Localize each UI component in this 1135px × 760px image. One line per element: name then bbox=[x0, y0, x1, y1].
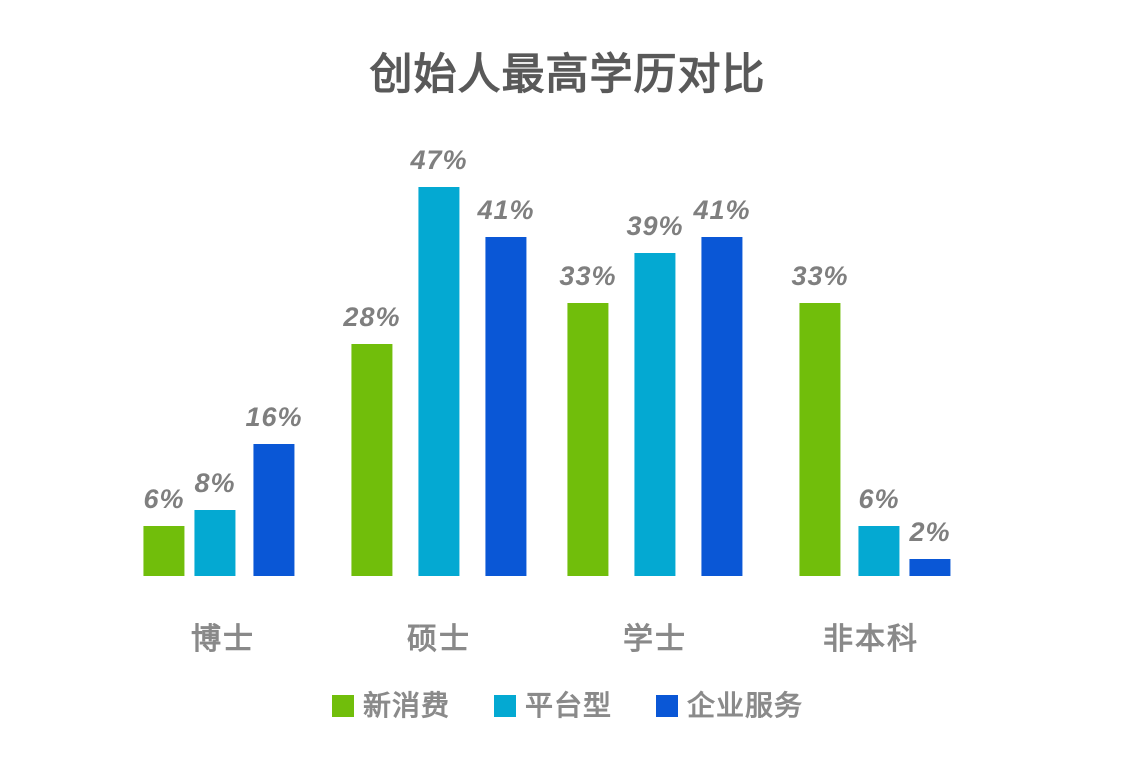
category-label: 博士 bbox=[191, 623, 255, 656]
bar-item: 41% bbox=[478, 197, 535, 576]
bar-value-label: 6% bbox=[143, 484, 185, 514]
legend-label: 平台型 bbox=[524, 690, 612, 721]
bar-item: 16% bbox=[246, 404, 303, 576]
bar-value-label: 28% bbox=[343, 302, 401, 332]
bar-value-label: 39% bbox=[626, 211, 684, 241]
legend-swatch-icon bbox=[493, 695, 516, 717]
bar-value-label: 41% bbox=[693, 195, 751, 225]
category-label: 非本科 bbox=[823, 623, 919, 656]
bar-value-label: 16% bbox=[245, 402, 303, 432]
plot-area: 6% 8% 16% 28% 47% 41% 33% 39% 41% 33% 6% 2% bbox=[143, 147, 951, 576]
bar-value-label: 8% bbox=[194, 468, 236, 498]
legend-swatch-icon bbox=[331, 695, 354, 717]
bar-item: 33% bbox=[791, 263, 848, 576]
bar-value-label: 41% bbox=[477, 195, 535, 225]
legend: 新消费 平台型 企业服务 bbox=[0, 692, 1135, 720]
legend-item: 企业服务 bbox=[656, 692, 803, 720]
bar-value-label: 33% bbox=[791, 261, 849, 291]
bar bbox=[858, 526, 900, 576]
bar-item: 28% bbox=[343, 304, 400, 576]
bar-item: 39% bbox=[626, 213, 683, 576]
legend-label: 新消费 bbox=[362, 690, 450, 721]
bar-value-label: 6% bbox=[858, 484, 900, 514]
bar-value-label: 2% bbox=[909, 517, 951, 547]
bar bbox=[799, 303, 841, 576]
bar bbox=[194, 510, 236, 576]
legend-item: 平台型 bbox=[493, 690, 612, 721]
legend-swatch-icon bbox=[656, 695, 678, 717]
bar-item: 8% bbox=[194, 468, 236, 576]
bar-group: 6% 8% 16% bbox=[143, 404, 302, 576]
legend-label: 企业服务 bbox=[687, 690, 804, 721]
bar bbox=[634, 253, 676, 576]
bar-item: 2% bbox=[910, 519, 951, 576]
bar bbox=[351, 344, 393, 576]
bar-value-label: 47% bbox=[410, 145, 468, 175]
bar bbox=[253, 444, 295, 576]
bar-group: 33% 39% 41% bbox=[559, 197, 750, 576]
chart-title: 创始人最高学历对比 bbox=[369, 51, 766, 99]
bar bbox=[143, 526, 185, 576]
bar-item: 41% bbox=[694, 197, 751, 576]
bar bbox=[567, 303, 609, 576]
bar-item: 33% bbox=[559, 263, 616, 576]
bar-group: 28% 47% 41% bbox=[343, 147, 534, 576]
bar bbox=[485, 237, 527, 576]
category-label: 学士 bbox=[623, 623, 687, 656]
bar-group: 33% 6% 2% bbox=[791, 263, 951, 576]
bar-item: 6% bbox=[143, 484, 185, 576]
bar bbox=[909, 559, 951, 576]
legend-item: 新消费 bbox=[331, 690, 450, 721]
bar-item: 6% bbox=[858, 484, 900, 576]
bar bbox=[418, 187, 460, 576]
bar bbox=[701, 237, 743, 576]
category-label: 硕士 bbox=[407, 623, 471, 656]
bar-item: 47% bbox=[410, 147, 467, 576]
bar-value-label: 33% bbox=[559, 261, 617, 291]
